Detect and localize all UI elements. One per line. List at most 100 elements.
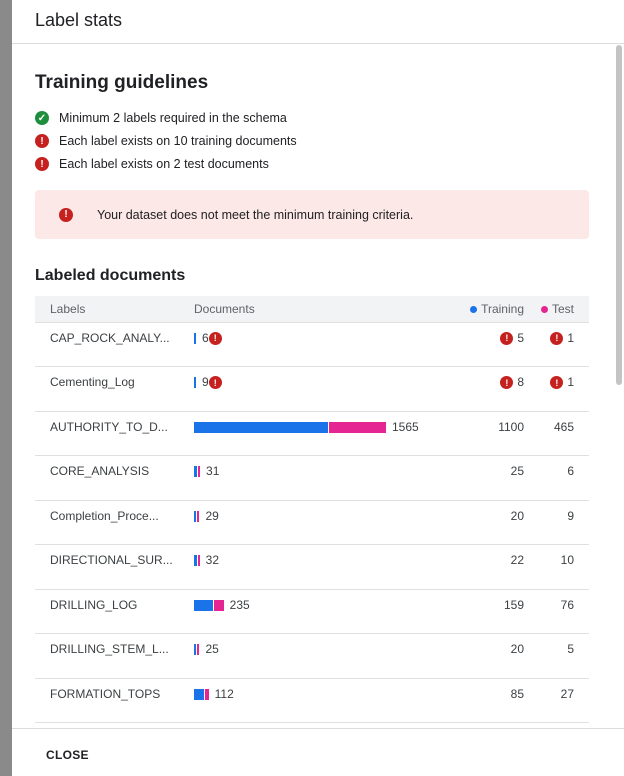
documents-bar xyxy=(194,555,200,567)
training-count: 85 xyxy=(444,678,524,723)
alert-text: Your dataset does not meet the minimum t… xyxy=(97,207,414,222)
training-count: 20 xyxy=(444,633,524,679)
label-name: DIRECTIONAL_SUR... xyxy=(35,544,194,590)
label-name: Cementing_Log xyxy=(35,366,194,412)
test-count: 6 xyxy=(524,455,589,501)
training-bar-segment xyxy=(194,377,196,389)
training-count: ! 5 xyxy=(444,322,524,367)
header-training: Training xyxy=(444,296,524,323)
header-labels: Labels xyxy=(35,296,194,323)
scrollbar[interactable] xyxy=(616,45,622,385)
documents-cell: 29 xyxy=(194,500,444,545)
error-icon: ! xyxy=(208,376,222,390)
documents-bar xyxy=(194,599,224,611)
training-bar-segment xyxy=(194,688,205,700)
training-count: 1100 xyxy=(444,411,524,456)
test-count: 9 xyxy=(524,500,589,545)
test-bar-segment xyxy=(197,644,200,656)
labeled-documents-title: Labeled documents xyxy=(35,267,186,284)
table-row[interactable]: FORMATION_TOPS 112 85 27 xyxy=(35,678,589,723)
check-circle-icon: ✓ xyxy=(35,111,49,125)
test-bar-segment xyxy=(205,688,209,700)
training-bar-segment xyxy=(194,510,197,522)
error-icon: ! xyxy=(35,157,49,171)
training-bar-segment xyxy=(194,421,329,433)
dialog-footer: CLOSE xyxy=(12,728,624,776)
training-count: ! 8 xyxy=(444,366,524,412)
training-legend-dot xyxy=(470,305,478,313)
test-bar-segment xyxy=(198,466,201,478)
error-icon: ! xyxy=(35,134,49,148)
documents-cell: 32 xyxy=(194,544,444,590)
label-name: DRILLING_LOG xyxy=(35,589,194,634)
test-bar-segment xyxy=(197,555,200,567)
documents-cell: 235 xyxy=(194,589,444,634)
label-name: DRILLING_STEM_L... xyxy=(35,633,194,679)
documents-cell: 31 xyxy=(194,455,444,501)
test-count: 5 xyxy=(524,633,589,679)
label-name: Completion_Proce... xyxy=(35,500,194,545)
documents-bar xyxy=(194,644,200,656)
documents-bar xyxy=(194,510,200,522)
table-row[interactable]: Cementing_Log 9! ! 8 ! 1 xyxy=(35,366,589,412)
label-stats-dialog: Label stats Training guidelines ✓ Minimum… xyxy=(12,0,624,776)
test-bar-segment xyxy=(197,510,200,522)
training-bar-segment xyxy=(194,466,198,478)
header-documents: Documents xyxy=(194,296,444,323)
documents-cell: 6! xyxy=(194,322,444,367)
training-bar-segment xyxy=(194,599,214,611)
error-icon: ! xyxy=(500,331,514,345)
documents-bar xyxy=(194,332,196,344)
test-legend-dot xyxy=(540,305,548,313)
training-bar-segment xyxy=(194,555,197,567)
criteria-alert: ! Your dataset does not meet the minimum… xyxy=(35,190,589,239)
dialog-title: Label stats xyxy=(12,0,624,44)
error-icon: ! xyxy=(59,207,73,222)
table-row[interactable]: Completion_Proce... 29 20 9 xyxy=(35,500,589,545)
dialog-body: Training guidelines ✓ Minimum 2 labels re… xyxy=(12,45,624,728)
error-icon: ! xyxy=(500,376,514,390)
documents-bar xyxy=(194,421,386,433)
training-count: 25 xyxy=(444,455,524,501)
training-bar-segment xyxy=(194,644,197,656)
guideline-item: ! Each label exists on 2 test documents xyxy=(35,157,269,171)
label-name: AUTHORITY_TO_D... xyxy=(35,411,194,456)
table-row[interactable]: DRILLING_LOG 235 159 76 xyxy=(35,589,589,634)
training-count: 22 xyxy=(444,544,524,590)
test-count: 76 xyxy=(524,589,589,634)
label-name: CAP_ROCK_ANALY... xyxy=(35,322,194,367)
documents-cell: 25 xyxy=(194,633,444,679)
documents-cell: 9! xyxy=(194,366,444,412)
training-count: 159 xyxy=(444,589,524,634)
test-count: ! 1 xyxy=(524,322,589,367)
close-button[interactable]: CLOSE xyxy=(46,748,89,762)
guideline-item: ✓ Minimum 2 labels required in the schema xyxy=(35,111,287,125)
documents-cell: 1565 xyxy=(194,411,444,456)
test-count: ! 1 xyxy=(524,366,589,412)
documents-cell: 112 xyxy=(194,678,444,723)
test-count: 465 xyxy=(524,411,589,456)
documents-bar xyxy=(194,377,196,389)
test-count: 10 xyxy=(524,544,589,590)
label-name: CORE_ANALYSIS xyxy=(35,455,194,501)
header-test: Test xyxy=(524,296,589,323)
documents-bar xyxy=(194,688,209,700)
page-backdrop xyxy=(0,0,12,776)
table-row[interactable]: CORE_ANALYSIS 31 25 6 xyxy=(35,455,589,501)
training-bar-segment xyxy=(194,332,196,344)
test-bar-segment xyxy=(329,421,386,433)
guidelines-title: Training guidelines xyxy=(35,72,209,93)
table-row[interactable]: AUTHORITY_TO_D... 1565 1100 465 xyxy=(35,411,589,456)
error-icon: ! xyxy=(550,376,564,390)
table-row[interactable]: CAP_ROCK_ANALY... 6! ! 5 ! 1 xyxy=(35,322,589,367)
error-icon: ! xyxy=(208,331,222,345)
table-row[interactable]: DRILLING_STEM_L... 25 20 5 xyxy=(35,633,589,679)
documents-bar xyxy=(194,466,201,478)
training-count: 20 xyxy=(444,500,524,545)
table-row[interactable]: DIRECTIONAL_SUR... 32 22 10 xyxy=(35,544,589,590)
guideline-item: ! Each label exists on 10 training docume… xyxy=(35,134,297,148)
label-name: FORMATION_TOPS xyxy=(35,678,194,723)
error-icon: ! xyxy=(550,331,564,345)
test-bar-segment xyxy=(214,599,224,611)
labeled-documents-table: Labels Documents Training Test CAP_ROCK_… xyxy=(35,296,589,723)
